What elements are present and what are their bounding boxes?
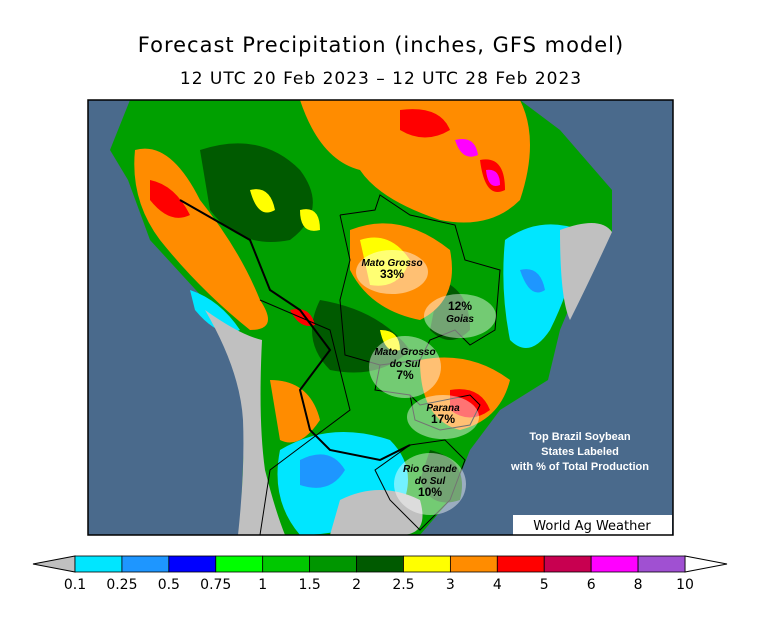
credit: World Ag Weather	[533, 519, 651, 534]
state-share: 7%	[396, 368, 414, 382]
colorbar-swatch	[403, 555, 451, 573]
state-name: Mato Grosso	[361, 258, 422, 269]
state-name: do Sul	[390, 359, 421, 370]
precip-orange	[134, 100, 530, 443]
state-name: do Sul	[415, 476, 446, 487]
colorbar-tick-label: 2	[352, 577, 361, 593]
state-border	[339, 194, 501, 366]
colorbar: 0.1 0.25 0.5 0.75 1 1.5 2 2.5 3 4 5 6 8 10	[32, 555, 728, 593]
colorbar-over	[684, 555, 728, 573]
country-border	[179, 199, 411, 462]
colorbar-swatch	[543, 555, 592, 573]
country-border	[259, 299, 351, 535]
colorbar-swatch	[309, 555, 357, 573]
colorbar-swatch	[262, 555, 311, 573]
colorbar-tick-label: 10	[676, 577, 694, 593]
label-halo	[369, 336, 441, 398]
label-halo	[407, 395, 479, 439]
state-border	[374, 439, 466, 531]
note-line: States Labeled	[541, 446, 619, 458]
label-halo	[356, 250, 428, 294]
label-halo	[394, 453, 466, 515]
precip-none	[205, 222, 612, 535]
colorbar-swatch	[168, 555, 217, 573]
precip-dark	[200, 143, 470, 503]
colorbar-tick-label: 0.25	[106, 577, 137, 593]
colorbar-under	[32, 555, 76, 573]
colorbar-tick-label: 2.5	[392, 577, 414, 593]
state-name: Rio Grande	[403, 464, 457, 475]
label-halo	[424, 294, 496, 338]
colorbar-swatch	[215, 555, 264, 573]
colorbar-tick-label: 0.1	[64, 577, 86, 593]
state-share: 12%	[448, 299, 472, 313]
colorbar-swatch	[637, 555, 686, 573]
colorbar-tick-label: 5	[540, 577, 549, 593]
colorbar-tick-label: 1	[258, 577, 267, 593]
colorbar-tick-label: 6	[587, 577, 596, 593]
colorbar-tick-label: 1.5	[298, 577, 320, 593]
credit-box	[513, 515, 672, 535]
colorbar-tick-label: 0.5	[158, 577, 180, 593]
title: Forecast Precipitation (inches, GFS mode…	[138, 33, 624, 57]
colorbar-swatch	[356, 555, 404, 573]
precip-blue	[300, 269, 545, 488]
colorbar-tick-label: 8	[634, 577, 643, 593]
colorbar-swatch	[121, 555, 170, 573]
state-name: Goias	[446, 314, 474, 325]
colorbar-swatch	[449, 555, 498, 573]
state-name: Parana	[426, 403, 460, 414]
state-share: 33%	[380, 267, 404, 281]
colorbar-swatch	[496, 555, 545, 573]
precip-yellow	[250, 189, 410, 351]
state-share: 10%	[418, 485, 442, 499]
colorbar-swatch	[590, 555, 639, 573]
note-line: Top Brazil Soybean	[529, 431, 631, 443]
colorbar-tick-label: 0.75	[200, 577, 231, 593]
state-name: Mato Grosso	[374, 347, 435, 358]
colorbar-tick-label: 3	[446, 577, 455, 593]
state-border	[374, 364, 481, 431]
map-frame	[87, 99, 674, 536]
note-line: with % of Total Production	[510, 461, 649, 473]
state-share: 17%	[431, 412, 455, 426]
colorbar-swatch	[74, 555, 123, 573]
subtitle: 12 UTC 20 Feb 2023 – 12 UTC 28 Feb 2023	[180, 69, 582, 89]
colorbar-tick-label: 4	[493, 577, 502, 593]
precip-magenta	[455, 139, 500, 186]
